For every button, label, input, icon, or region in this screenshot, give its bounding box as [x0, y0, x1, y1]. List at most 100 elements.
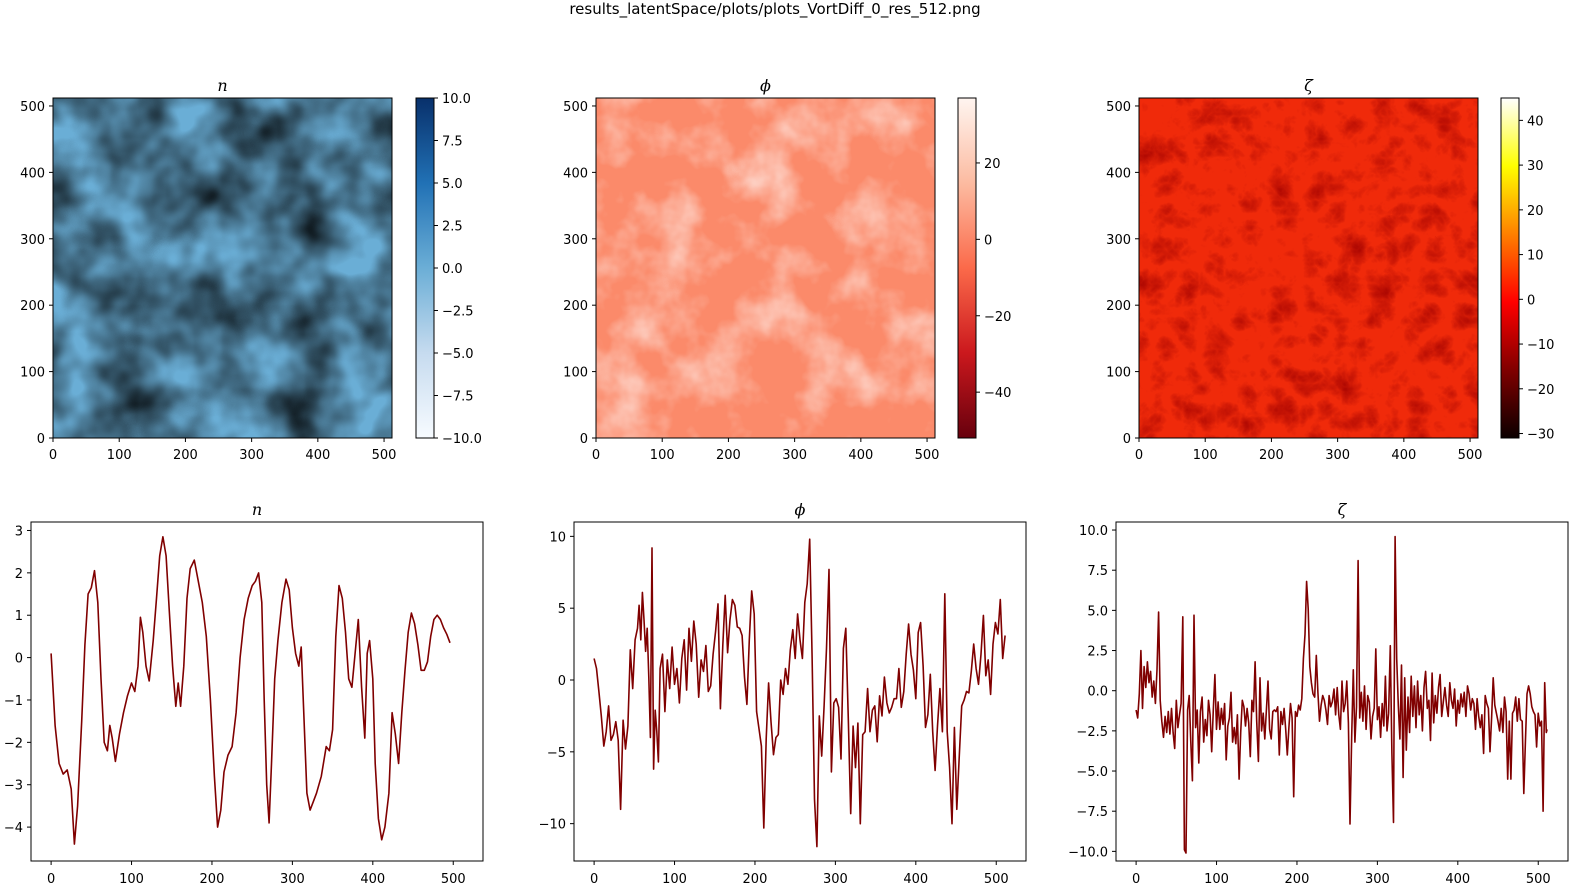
- y-tick-label: 200: [563, 299, 588, 314]
- x-tick-label: 300: [782, 448, 807, 463]
- heatmap-texture: [53, 98, 392, 438]
- colorbar-tick-label: 7.5: [442, 135, 463, 150]
- y-tick-label: 500: [20, 100, 45, 115]
- axes-frame: [595, 97, 936, 439]
- x-tick-label: 200: [1259, 448, 1284, 463]
- panel-title: n: [252, 500, 262, 519]
- heatmap-panel-2: ϕ0 100 200 300 400 5000100200300400500200−20−…: [563, 76, 1011, 463]
- line-panel-2: ϕ 0 100 200 300 400 500 10 5 0 −5 −10: [539, 500, 1027, 887]
- colorbar-tick-label: 0: [984, 233, 992, 248]
- y-tick-label: 1: [15, 609, 23, 624]
- line-panel-1: n 0 100 200 300 400 500 3 2 1 0 −1 −2 −3 −4: [4, 500, 484, 887]
- x-tick-label: 0: [592, 448, 600, 463]
- x-tick-label: 100: [1204, 872, 1229, 887]
- x-tick-label: 0: [47, 872, 55, 887]
- x-tick-label: 500: [1458, 448, 1483, 463]
- series-line-1: [1135, 535, 1548, 854]
- y-tick-label: −7.5: [1076, 805, 1108, 820]
- x-tick-label: 300: [1365, 872, 1390, 887]
- heatmap-texture: [596, 98, 935, 438]
- x-tick-label: 400: [360, 872, 385, 887]
- heatmap-field: [1139, 98, 1478, 438]
- axes-frame: [52, 97, 393, 439]
- y-tick-label: 500: [563, 100, 588, 115]
- y-tick-label: −3: [4, 779, 23, 794]
- x-tick-label: 200: [743, 872, 768, 887]
- x-tick-label: 100: [119, 872, 144, 887]
- colorbar-tick-label: −5.0: [442, 347, 474, 362]
- x-tick-label: 300: [280, 872, 305, 887]
- x-tick-label: 400: [305, 448, 330, 463]
- y-tick-label: 5: [558, 602, 566, 617]
- y-tick-label: 400: [563, 166, 588, 181]
- y-tick-label: 0: [558, 674, 566, 689]
- heatmap-field: [596, 98, 935, 438]
- colorbar-tick-label: 10.0: [442, 92, 471, 107]
- colorbar-tick-label: 10: [1527, 249, 1544, 264]
- axes-frame: [1115, 521, 1569, 862]
- colorbar-tick-label: 40: [1527, 114, 1544, 129]
- x-tick-label: 400: [1445, 872, 1470, 887]
- y-tick-label: 500: [1106, 100, 1131, 115]
- x-tick-label: 0: [49, 448, 57, 463]
- colorbar-tick-label: −10: [1527, 338, 1554, 353]
- series-line-1: [593, 538, 1006, 848]
- x-tick-label: 200: [716, 448, 741, 463]
- y-tick-label: 0: [1123, 432, 1131, 447]
- colorbar-tick-label: −7.5: [442, 390, 474, 405]
- heatmap-field: [53, 98, 392, 438]
- colorbar-tick-label: −10.0: [442, 432, 482, 447]
- y-tick-label: 3: [15, 524, 23, 539]
- colorbar-tick-label: −2.5: [442, 305, 474, 320]
- y-tick-label: 10: [549, 530, 566, 545]
- x-tick-label: 200: [200, 872, 225, 887]
- x-tick-label: 200: [1285, 872, 1310, 887]
- colorbar: [957, 97, 977, 439]
- x-tick-label: 500: [372, 448, 397, 463]
- y-tick-label: −2.5: [1076, 725, 1108, 740]
- x-tick-label: 100: [662, 872, 687, 887]
- y-tick-label: −10.0: [1068, 845, 1108, 860]
- colorbar-tick-label: 2.5: [442, 220, 463, 235]
- y-tick-label: 0.0: [1087, 685, 1108, 700]
- colorbar-tick-label: −30: [1527, 428, 1554, 443]
- x-tick-label: 500: [984, 872, 1009, 887]
- y-tick-label: −10: [539, 818, 566, 833]
- x-tick-label: 300: [1325, 448, 1350, 463]
- y-tick-label: −1: [4, 694, 23, 709]
- colorbar-tick-label: −20: [984, 310, 1011, 325]
- x-tick-label: 100: [650, 448, 675, 463]
- axes-frame: [573, 521, 1027, 862]
- heatmap-panel-1: n 0 100 200 300 400 500 0 100 200 300 400 500 10.0 7.5…: [20, 76, 482, 463]
- colorbar-tick-label: 0.0: [442, 262, 463, 277]
- panel-title: ϕ: [795, 500, 806, 519]
- x-tick-label: 500: [915, 448, 940, 463]
- panel-title: ζ: [1304, 76, 1314, 95]
- y-tick-label: 10.0: [1079, 524, 1108, 539]
- x-tick-label: 0: [590, 872, 598, 887]
- x-tick-label: 500: [441, 872, 466, 887]
- colorbar-tick-label: −40: [984, 386, 1011, 401]
- colorbar-tick-label: 20: [1527, 204, 1544, 219]
- x-tick-label: 100: [1193, 448, 1218, 463]
- y-tick-label: 300: [1106, 233, 1131, 248]
- y-tick-label: 0: [37, 432, 45, 447]
- heatmap-panel-3: ζ0 100 200 300 400 50001002003004005004030201…: [1106, 76, 1554, 463]
- figure-suptitle: results_latentSpace/plots/plots_VortDiff…: [569, 0, 980, 19]
- x-tick-label: 0: [1135, 448, 1143, 463]
- colorbar-tick-label: 0: [1527, 293, 1535, 308]
- x-tick-label: 500: [1526, 872, 1551, 887]
- y-tick-label: 200: [20, 299, 45, 314]
- y-tick-label: 300: [563, 233, 588, 248]
- x-tick-label: 200: [173, 448, 198, 463]
- x-tick-label: 300: [823, 872, 848, 887]
- panel-title: ζ: [1338, 500, 1348, 519]
- y-tick-label: −4: [4, 821, 23, 836]
- x-tick-label: 100: [107, 448, 132, 463]
- colorbar-tick-label: 20: [984, 157, 1001, 172]
- y-tick-label: −2: [4, 736, 23, 751]
- x-tick-label: 400: [903, 872, 928, 887]
- y-tick-label: 0: [15, 652, 23, 667]
- y-tick-label: 300: [20, 233, 45, 248]
